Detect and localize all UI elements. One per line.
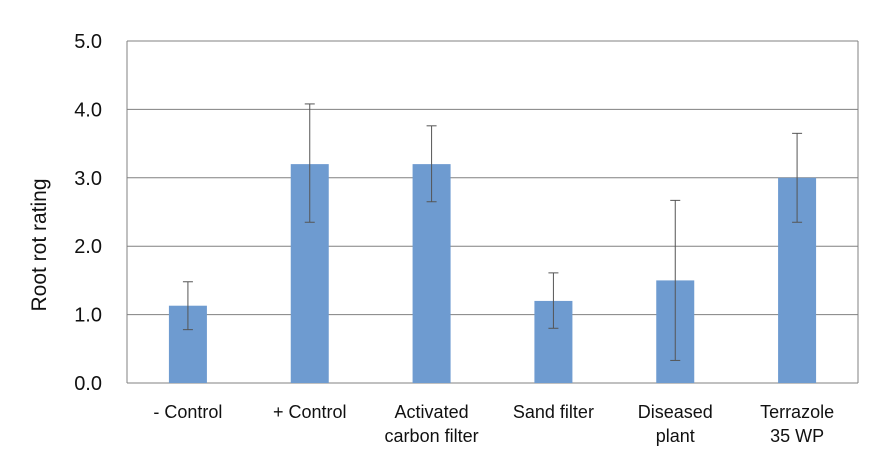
error-bars (182, 103, 803, 361)
y-tick-label: 3.0 (74, 168, 102, 190)
x-category-label: Terrazole (760, 402, 834, 422)
y-axis-title: Root rot rating (28, 178, 51, 311)
x-category-label: - Control (153, 402, 222, 422)
y-tick-label: 0.0 (74, 373, 102, 395)
x-category-label: carbon filter (385, 426, 479, 446)
x-category-label: Sand filter (513, 402, 594, 422)
y-tick-label: 1.0 (74, 305, 102, 327)
y-tick-label: 5.0 (74, 31, 102, 53)
x-category-label: 35 WP (770, 426, 824, 446)
y-tick-label: 4.0 (74, 99, 102, 121)
x-category-label: Activated (395, 402, 469, 422)
x-category-label: + Control (273, 402, 347, 422)
x-category-label: plant (656, 426, 695, 446)
bars (168, 164, 817, 383)
x-category-labels: - Control + Control Activated carbon filter… (153, 402, 834, 446)
y-tick-label: 2.0 (74, 236, 102, 258)
gridlines (126, 40, 859, 384)
x-category-label: Diseased (638, 402, 713, 422)
y-tick-labels: 0.0 1.0 2.0 3.0 4.0 5.0 (74, 31, 102, 395)
